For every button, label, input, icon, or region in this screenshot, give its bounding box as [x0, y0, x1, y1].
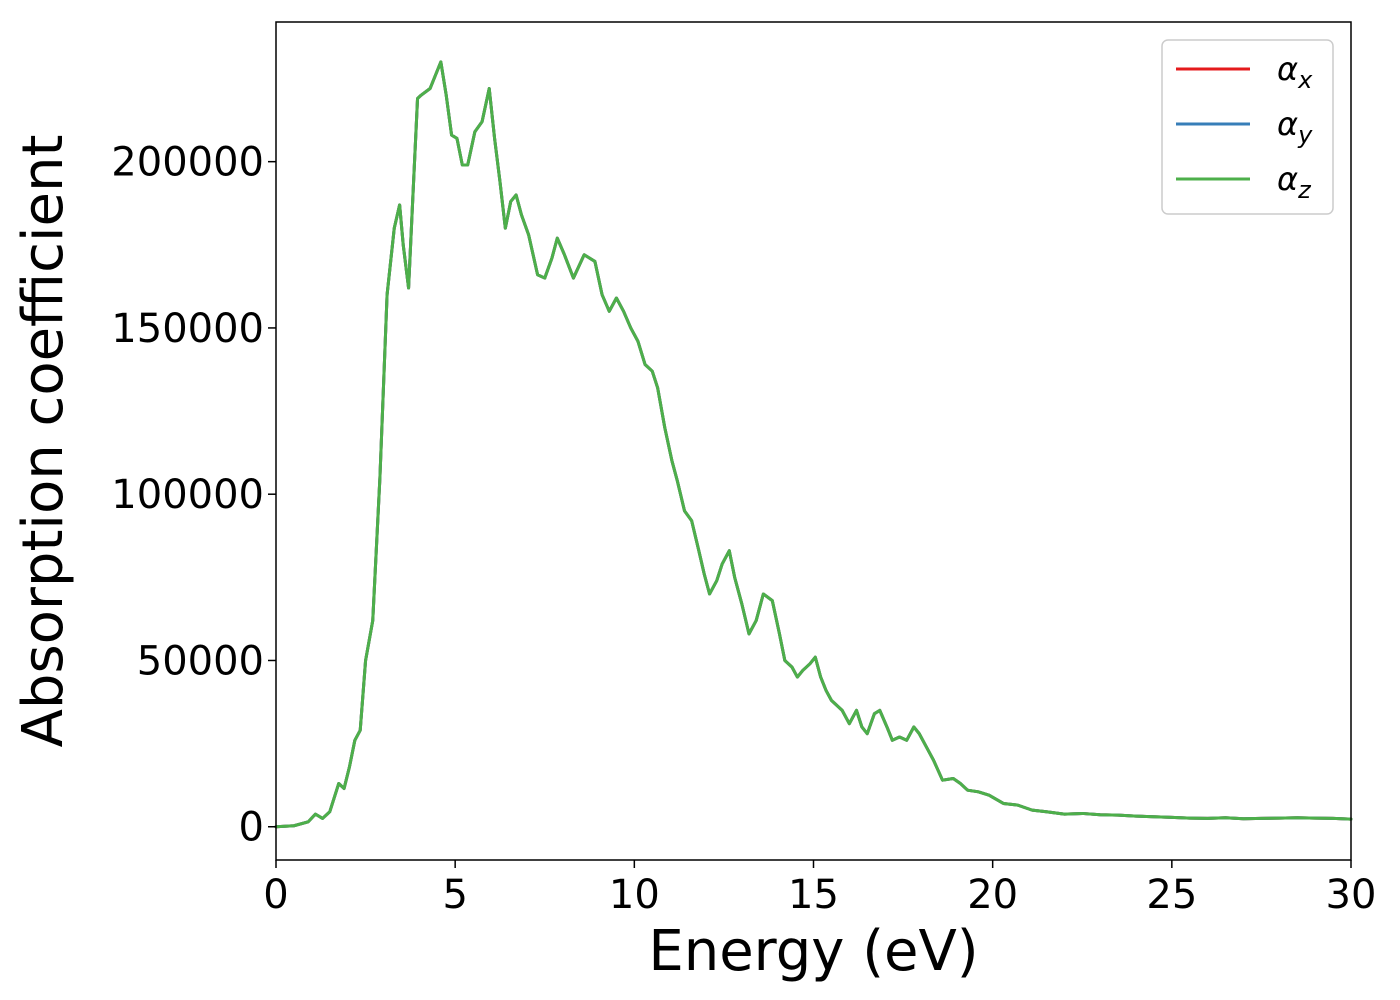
y-tick-label: 200000	[111, 140, 264, 186]
legend: αx αy αz	[1161, 39, 1334, 215]
x-axis-label: Energy (eV)	[648, 919, 978, 984]
legend-label-x: αx	[1277, 50, 1313, 94]
x-tick-label: 20	[967, 872, 1018, 918]
x-tick-label: 25	[1146, 872, 1197, 918]
legend-entries: αx αy αz	[1176, 50, 1313, 204]
y-axis-label: Absorption coefficient	[11, 135, 76, 748]
x-tick-label: 10	[609, 872, 660, 918]
x-tick-label: 30	[1326, 872, 1377, 918]
x-tick-label: 5	[442, 872, 467, 918]
legend-label-z: αz	[1277, 160, 1312, 204]
x-tick-label: 0	[263, 872, 288, 918]
series-line-z	[274, 60, 1353, 829]
y-tick-label: 50000	[137, 638, 264, 684]
y-tick-label: 100000	[111, 472, 264, 518]
series-layer	[274, 60, 1353, 829]
y-tick-label: 150000	[111, 306, 264, 352]
x-axis: 0 5 10 15 20 25 30	[263, 860, 1376, 918]
legend-box	[1161, 39, 1334, 215]
legend-label-y: αy	[1277, 105, 1313, 149]
y-axis: 0 50000 100000 150000 200000	[111, 140, 276, 851]
x-tick-label: 15	[788, 872, 839, 918]
y-tick-label: 0	[239, 805, 264, 851]
